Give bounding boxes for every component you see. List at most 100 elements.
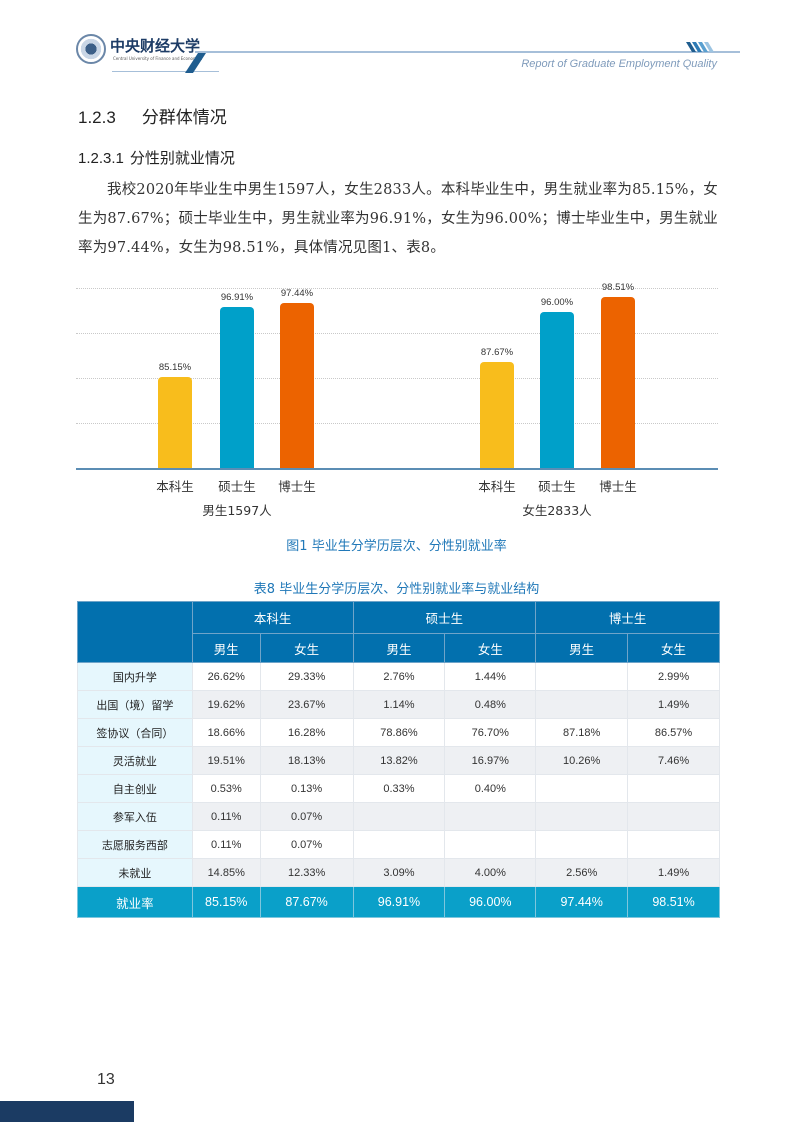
table-cell: 16.28% [259, 718, 354, 747]
gridline [76, 378, 718, 379]
table-cell [627, 774, 720, 803]
table-row: 未就业 14.85% 12.33% 3.09% 4.00% 2.56% 1.49% [77, 858, 720, 887]
header-underline [112, 71, 219, 72]
employment-structure-table: 本科生 硕士生 博士生 男生 女生 男生 女生 男生 女生 国内升学 26.62%… [77, 601, 720, 918]
table-cell: 23.67% [259, 690, 354, 719]
header-gender: 女生 [444, 633, 537, 663]
table-cell: 18.13% [259, 746, 354, 775]
table-row: 志愿服务西部 0.11% 0.07% [77, 830, 720, 859]
bar-value-label: 96.91% [220, 291, 254, 303]
table-row: 参军入伍 0.11% 0.07% [77, 802, 720, 831]
subsection-heading: 1.2.3.1 分性别就业情况 [78, 147, 235, 168]
figure-caption: 图1 毕业生分学历层次、分性别就业率 [286, 539, 507, 554]
table-cell: 26.62% [191, 662, 261, 691]
header-gender: 女生 [627, 633, 720, 663]
total-cell: 85.15% [191, 886, 261, 918]
table-cell: 3.09% [352, 858, 446, 887]
bar-female-doctor [601, 296, 635, 468]
table-cell [535, 830, 629, 859]
row-label: 出国（境）留学 [77, 690, 193, 719]
table-cell: 0.11% [191, 830, 261, 859]
table-cell: 0.53% [191, 774, 261, 803]
bar-male-undergrad [158, 377, 192, 468]
bar-value-label: 98.51% [601, 281, 635, 293]
category-label: 本科生 [478, 479, 516, 494]
table-cell [627, 830, 720, 859]
row-label: 灵活就业 [77, 746, 193, 775]
table-cell: 14.85% [191, 858, 261, 887]
table-cell: 2.76% [352, 662, 446, 691]
subsection-title: 分性别就业情况 [129, 150, 235, 167]
table-cell: 0.13% [259, 774, 354, 803]
footer-bar-decoration [0, 1101, 134, 1122]
corner-header-cell [77, 601, 193, 663]
bar-male-master [220, 306, 254, 468]
table-cell: 12.33% [259, 858, 354, 887]
row-label: 参军入伍 [77, 802, 193, 831]
table-caption: 表8 毕业生分学历层次、分性别就业率与就业结构 [253, 582, 540, 597]
total-cell: 96.91% [352, 886, 446, 918]
total-cell: 96.00% [444, 886, 537, 918]
page-header: 中央财经大学 Central University of Finance and… [0, 0, 793, 90]
table-cell: 18.66% [191, 718, 261, 747]
header-gender: 男生 [352, 633, 446, 663]
university-seal-icon [76, 34, 106, 64]
table-row: 灵活就业 19.51% 18.13% 13.82% 16.97% 10.26% 7.46% [77, 746, 720, 775]
table-cell: 10.26% [535, 746, 629, 775]
x-axis-line [76, 468, 718, 470]
table-cell [444, 830, 537, 859]
table-cell: 4.00% [444, 858, 537, 887]
group-label-female: 女生2833人 [522, 503, 592, 518]
bar-female-undergrad [480, 361, 514, 468]
header-gender: 男生 [535, 633, 629, 663]
header-gender: 女生 [259, 633, 354, 663]
category-label: 博士生 [278, 479, 316, 494]
table-cell: 1.14% [352, 690, 446, 719]
header-doctor: 博士生 [535, 601, 720, 634]
row-label: 就业率 [77, 886, 193, 918]
row-label: 签协议（合同） [77, 718, 193, 747]
bar-male-doctor [280, 303, 314, 468]
table-cell: 1.44% [444, 662, 537, 691]
table-cell: 2.99% [627, 662, 720, 691]
gridline [76, 333, 718, 334]
table-cell: 0.07% [259, 802, 354, 831]
table-cell: 1.49% [627, 690, 720, 719]
row-label: 自主创业 [77, 774, 193, 803]
table-row: 出国（境）留学 19.62% 23.67% 1.14% 0.48% 1.49% [77, 690, 720, 719]
table-cell: 0.07% [259, 830, 354, 859]
subsection-number: 1.2.3.1 [78, 150, 124, 167]
section-title: 分群体情况 [141, 108, 227, 127]
category-label: 硕士生 [218, 479, 256, 494]
row-label: 国内升学 [77, 662, 193, 691]
report-title: Report of Graduate Employment Quality [521, 58, 717, 70]
bar-value-label: 87.67% [480, 346, 514, 358]
university-name-en: Central University of Finance and Econom… [113, 56, 203, 61]
university-name-cn: 中央财经大学 [110, 37, 201, 55]
stripes-decoration-icon [686, 42, 714, 52]
row-label: 志愿服务西部 [77, 830, 193, 859]
table-cell [535, 802, 629, 831]
table-cell [444, 802, 537, 831]
total-cell: 97.44% [535, 886, 629, 918]
table-cell [535, 690, 629, 719]
table-cell: 0.33% [352, 774, 446, 803]
table-cell [627, 802, 720, 831]
table-row: 自主创业 0.53% 0.13% 0.33% 0.40% [77, 774, 720, 803]
category-label: 本科生 [156, 479, 194, 494]
bar-value-label: 96.00% [540, 297, 574, 308]
section-heading: 1.2.3 分群体情况 [78, 103, 227, 128]
table-cell: 16.97% [444, 746, 537, 775]
table-cell: 0.11% [191, 802, 261, 831]
table-cell [352, 802, 446, 831]
table-cell [535, 774, 629, 803]
table-cell: 78.86% [352, 718, 446, 747]
header-rule [195, 51, 740, 53]
bar-female-master [540, 312, 574, 468]
group-label-male: 男生1597人 [202, 503, 272, 518]
bar-value-label: 97.44% [280, 288, 314, 300]
table-cell: 7.46% [627, 746, 720, 775]
gridline [76, 423, 718, 424]
header-master: 硕士生 [352, 601, 537, 634]
table-cell: 2.56% [535, 858, 629, 887]
